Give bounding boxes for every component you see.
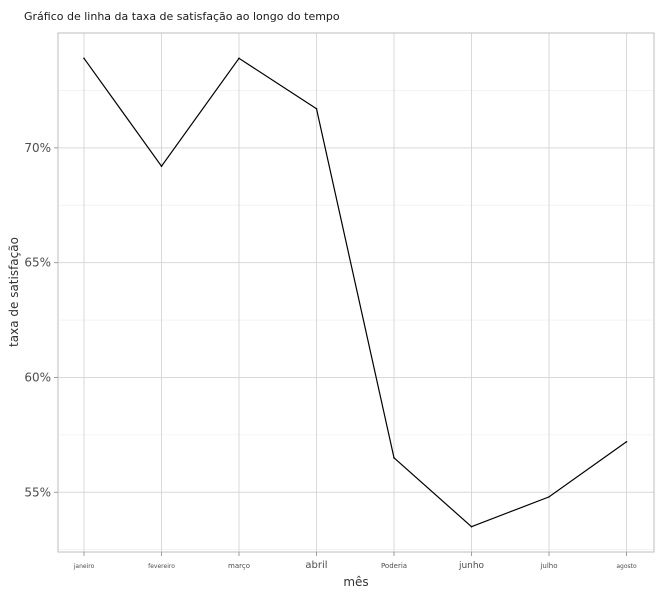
x-tick-label: março	[228, 562, 250, 570]
data-point	[470, 525, 473, 528]
data-point	[160, 165, 163, 167]
data-point	[393, 457, 395, 459]
y-tick-label: 65%	[24, 256, 51, 270]
series-line	[83, 57, 627, 528]
x-tick-label: Poderia	[381, 562, 407, 570]
x-tick-label: janeiro	[73, 563, 95, 570]
data-point	[315, 107, 318, 110]
axis-tick-labels: 55% 60% 65% 70% janeiro fevereiro março abril Po…	[24, 141, 637, 571]
grid	[58, 33, 654, 552]
series-layer	[83, 57, 628, 528]
x-tick-label: julho	[539, 562, 557, 570]
y-tick-label: 70%	[24, 141, 51, 155]
x-axis-title: mês	[343, 575, 368, 589]
y-tick-label: 60%	[24, 370, 51, 384]
x-tick-label: agosto	[616, 563, 637, 570]
axis-ticks	[54, 147, 627, 556]
data-point	[625, 440, 628, 443]
y-axis-title: taxa de satisfação	[7, 237, 21, 347]
y-tick-label: 55%	[24, 485, 51, 499]
x-tick-label: abril	[305, 560, 327, 571]
chart-title: Gráfico de linha da taxa de satisfação a…	[24, 10, 340, 23]
x-tick-label: fevereiro	[148, 563, 175, 570]
x-tick-label: junho	[458, 561, 485, 571]
data-point	[238, 57, 240, 60]
plot-panel-border	[57, 32, 655, 553]
data-point	[548, 496, 550, 498]
data-point	[83, 57, 85, 60]
